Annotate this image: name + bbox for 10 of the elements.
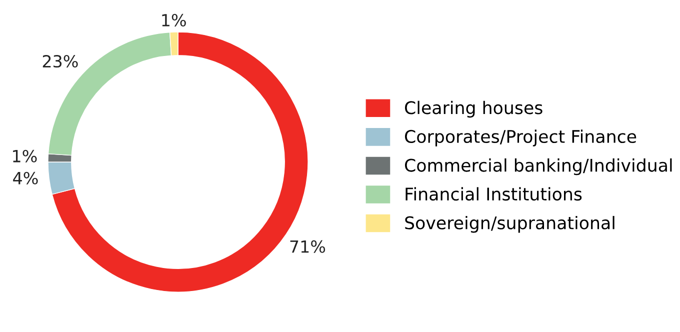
data-label: 71%	[290, 240, 326, 253]
data-label: 1%	[13, 150, 37, 162]
legend-label: Sovereign/supranational	[405, 216, 614, 233]
legend-label: Financial Institutions	[406, 187, 582, 201]
legend-label: Corporates/Project Finance	[404, 130, 636, 146]
data-label: 4%	[13, 172, 38, 184]
legend-label: Commercial banking/Individual	[404, 158, 672, 176]
legend-label: Clearing houses	[404, 100, 542, 118]
data-label: 23%	[42, 54, 78, 68]
data-label: 1%	[162, 14, 186, 27]
